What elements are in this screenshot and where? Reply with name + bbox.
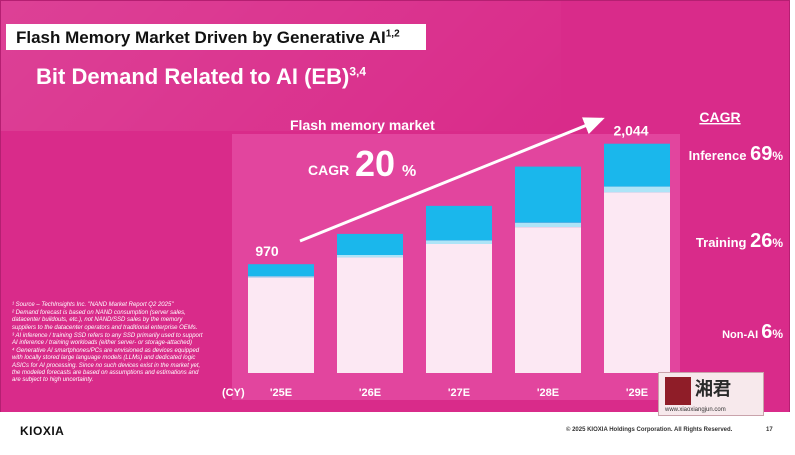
bar-segment-inference	[248, 264, 314, 277]
bar-segment-training	[337, 254, 403, 258]
watermark-text: 湘君	[695, 379, 731, 399]
cagr-value: 20	[355, 143, 395, 184]
total-label: 2,044	[613, 123, 648, 139]
copyright-text: © 2025 KIOXIA Holdings Corporation. All …	[566, 427, 733, 433]
x-tick-label: '29E	[626, 387, 648, 399]
footnote: ⁴ Generative AI smartphones/PCs are envi…	[12, 348, 201, 384]
market-label: Flash memory market	[290, 117, 435, 133]
x-tick-label: '26E	[359, 387, 381, 399]
bar-chart: '25E '26E '27E '28E '29E (CY) 970 2,044 Flash …	[222, 109, 784, 399]
growth-arrow	[299, 117, 605, 243]
x-axis-prefix: (CY)	[222, 387, 245, 399]
page-number: 17	[766, 427, 773, 433]
segment-cagr-label: Training 26%	[696, 230, 783, 252]
footnotes: ¹ Source – TechInsights Inc. "NAND Marke…	[12, 302, 208, 385]
footnote: ³ AI inference / training SSD refers to …	[12, 332, 203, 347]
segment-cagr-label: Non-AI 6%	[722, 321, 783, 343]
bar-segment-inference	[426, 205, 492, 241]
bar-segment-non-ai	[604, 192, 670, 373]
bar-segment-training	[604, 186, 670, 193]
bar-segment-non-ai	[426, 244, 492, 373]
chart-subtitle: Bit Demand Related to AI (EB)3,4	[36, 64, 366, 90]
x-tick-label: '27E	[448, 387, 470, 399]
title-box: Flash Memory Market Driven by Generative…	[6, 24, 426, 50]
cagr-prefix: CAGR	[308, 162, 349, 178]
kioxia-logo: KIOXIA	[20, 424, 65, 438]
x-tick-label: '28E	[537, 387, 559, 399]
bar-segment-inference	[337, 233, 403, 255]
slide-title-text: Flash Memory Market Driven by Generative…	[16, 28, 386, 47]
footnote: ¹ Source – TechInsights Inc. "NAND Marke…	[12, 302, 174, 308]
slide-title-superscript: 1,2	[385, 28, 400, 40]
bar-segment-inference	[515, 166, 581, 223]
seal-icon	[665, 377, 691, 405]
chart-subtitle-superscript: 3,4	[349, 64, 367, 79]
slide-title: Flash Memory Market Driven by Generative…	[16, 28, 400, 48]
footer-bar	[0, 412, 795, 455]
bar-segment-training	[248, 276, 314, 278]
footnote: ² Demand forecast is based on NAND consu…	[12, 310, 198, 331]
cagr-header: CAGR	[699, 109, 740, 125]
bar-segment-inference	[604, 143, 670, 187]
bar-segment-non-ai	[515, 227, 581, 373]
x-tick-label: '25E	[270, 387, 292, 399]
bar-segment-training	[426, 240, 492, 244]
bar-segment-non-ai	[337, 257, 403, 373]
bar-segment-non-ai	[248, 277, 314, 373]
cagr-unit: %	[402, 163, 416, 180]
panel-highlight	[1, 1, 561, 131]
segment-cagr-label: Inference 69%	[689, 143, 784, 165]
watermark-stamp: 湘君 www.xiaoxiangjun.com	[658, 372, 764, 416]
bar-segment-training	[515, 222, 581, 228]
total-label: 970	[255, 243, 279, 259]
chart-subtitle-text: Bit Demand Related to AI (EB)	[36, 64, 350, 89]
watermark-url: www.xiaoxiangjun.com	[665, 407, 726, 413]
